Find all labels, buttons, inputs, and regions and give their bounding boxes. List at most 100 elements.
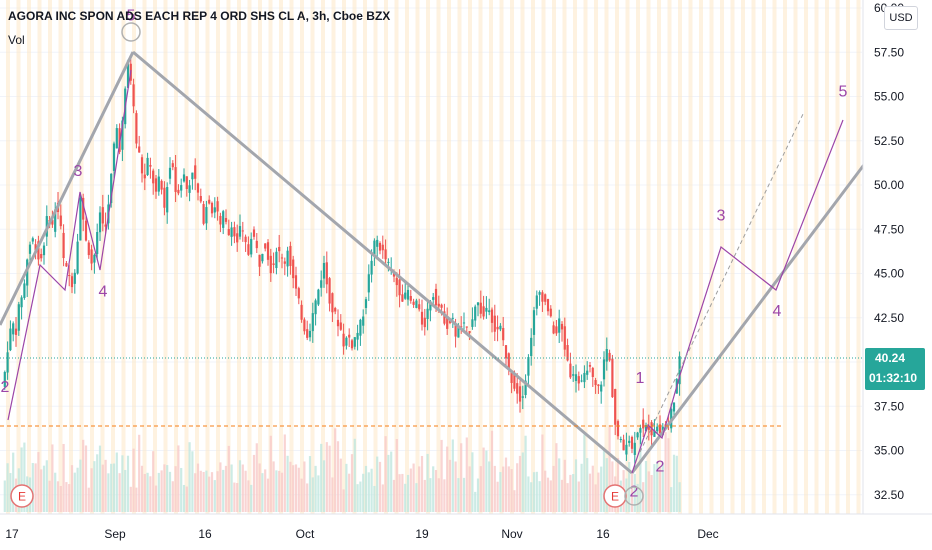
volume-bar (121, 455, 124, 512)
volume-bar (171, 481, 174, 512)
volume-bar (300, 478, 303, 512)
candle-body (244, 236, 247, 243)
session-band (688, 0, 693, 514)
candle-body (250, 238, 253, 255)
candle-body (194, 165, 197, 179)
time-axis[interactable] (0, 514, 932, 550)
candle-body (546, 299, 550, 312)
candle-body (28, 244, 32, 254)
volume-bar (373, 485, 376, 512)
candle-body (510, 371, 513, 384)
session-band (541, 0, 546, 514)
session-band (804, 0, 808, 514)
candle-body (443, 311, 446, 324)
candle-body (639, 428, 642, 433)
session-band (352, 0, 357, 514)
candle-body (166, 187, 169, 213)
volume-bar (76, 467, 79, 512)
candle-body (488, 310, 491, 313)
volume-bar (62, 443, 65, 512)
session-band (195, 0, 199, 514)
price-tick-label: 45.00 (874, 267, 904, 281)
session-band (562, 0, 567, 514)
candle-body (524, 380, 527, 395)
candle-body (420, 311, 424, 325)
volume-bar (381, 484, 384, 512)
candle-body (289, 245, 292, 266)
volume-bar (157, 472, 160, 512)
volume-bar (630, 473, 634, 512)
volume-bar (93, 461, 96, 512)
wave-label: 1 (636, 370, 645, 387)
session-band (846, 0, 850, 514)
volume-bar (451, 439, 454, 512)
session-band (69, 0, 73, 514)
volume-bar (493, 465, 496, 512)
candle-body (297, 288, 300, 299)
candle-body (496, 326, 499, 330)
candle-body (588, 365, 592, 367)
candle-body (348, 334, 351, 338)
candle-body (434, 288, 438, 306)
candle-body (20, 297, 23, 308)
candle-body (230, 227, 233, 237)
candle-body (199, 195, 202, 202)
session-band (121, 0, 126, 514)
candle-body (320, 280, 323, 288)
time-tick-label: 17 (5, 527, 19, 541)
candle-body (577, 376, 580, 384)
candle-body (513, 374, 516, 389)
candle-body (404, 292, 407, 299)
candle-body (485, 307, 488, 312)
candle-body (40, 253, 43, 259)
candle-body (65, 263, 68, 267)
candle-body (98, 212, 102, 233)
event-markers: E E (10, 22, 644, 508)
volume-bar (406, 474, 410, 512)
volume-bar (138, 434, 141, 512)
volume-bar (538, 481, 541, 512)
session-band (468, 0, 472, 514)
volume-bar (163, 464, 166, 512)
candle-body (462, 322, 466, 324)
volume-bar (314, 465, 317, 512)
candle-body (418, 304, 421, 310)
candle-body (96, 232, 99, 255)
volume-bar (418, 466, 421, 512)
candle-body (163, 187, 166, 208)
price-axis[interactable] (863, 0, 932, 514)
volume-bar (667, 438, 670, 512)
volume-bar (264, 469, 267, 512)
candle-body (549, 308, 552, 317)
volume-bar (48, 480, 51, 512)
volume-bar (258, 463, 261, 512)
volume-bar (465, 437, 468, 512)
session-band (531, 0, 535, 514)
volume-bar (9, 473, 12, 512)
volume-bar (591, 465, 594, 512)
volume-bar (143, 473, 146, 512)
candle-body (112, 143, 116, 171)
session-band (720, 0, 724, 514)
currency-button[interactable]: USD (884, 6, 918, 30)
volume-bar (199, 470, 202, 512)
time-tick-label: Dec (697, 527, 718, 541)
candle-body (471, 319, 474, 327)
volume-bar (230, 464, 233, 512)
wave-path-projection (631, 119, 844, 474)
candle-body (236, 233, 239, 243)
volume-bar (336, 441, 340, 512)
countdown-timer: 01:32:10 (869, 371, 917, 385)
volume-bar (485, 450, 488, 512)
session-band (856, 0, 861, 514)
volume-bar (678, 482, 681, 512)
session-band (436, 0, 441, 514)
volume-bar (499, 472, 502, 512)
volume-bar (664, 432, 667, 512)
volume-bar (334, 428, 337, 512)
session-band (835, 0, 840, 514)
candle-body (23, 283, 26, 298)
volume-bar (675, 455, 678, 512)
volume-bar (166, 465, 169, 512)
